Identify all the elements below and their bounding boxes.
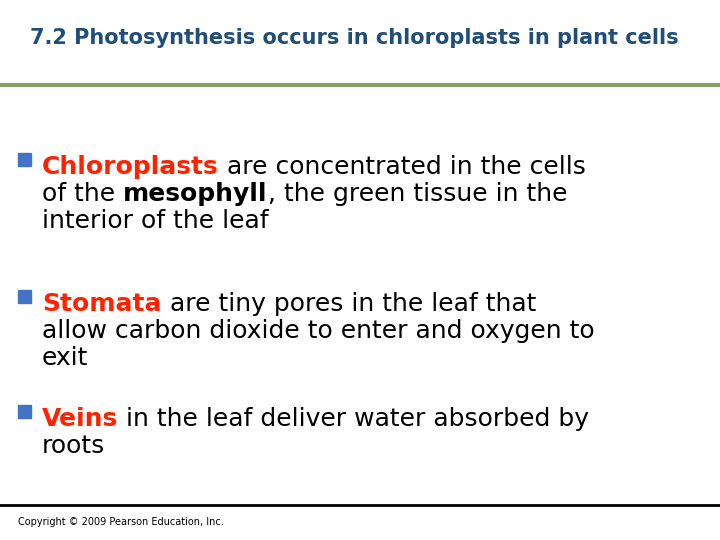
Text: are concentrated in the cells: are concentrated in the cells [219,155,585,179]
Bar [18,152,31,165]
Text: in the leaf deliver water absorbed by: in the leaf deliver water absorbed by [118,407,589,431]
Text: Chloroplasts: Chloroplasts [42,155,219,179]
Text: Copyright © 2009 Pearson Education, Inc.: Copyright © 2009 Pearson Education, Inc. [18,517,224,527]
Text: Veins: Veins [42,407,118,431]
Text: are tiny pores in the leaf that: are tiny pores in the leaf that [161,292,536,316]
Text: allow carbon dioxide to enter and oxygen to: allow carbon dioxide to enter and oxygen… [42,319,595,343]
Text: , the green tissue in the: , the green tissue in the [268,182,567,206]
Text: roots: roots [42,434,105,458]
Text: mesophyll: mesophyll [123,182,268,206]
Text: exit: exit [42,346,89,370]
Bar [18,404,31,417]
Text: interior of the leaf: interior of the leaf [42,209,269,233]
Text: Stomata: Stomata [42,292,161,316]
Bar [18,289,31,302]
Text: 7.2 Photosynthesis occurs in chloroplasts in plant cells: 7.2 Photosynthesis occurs in chloroplast… [30,28,679,48]
Text: of the: of the [42,182,123,206]
